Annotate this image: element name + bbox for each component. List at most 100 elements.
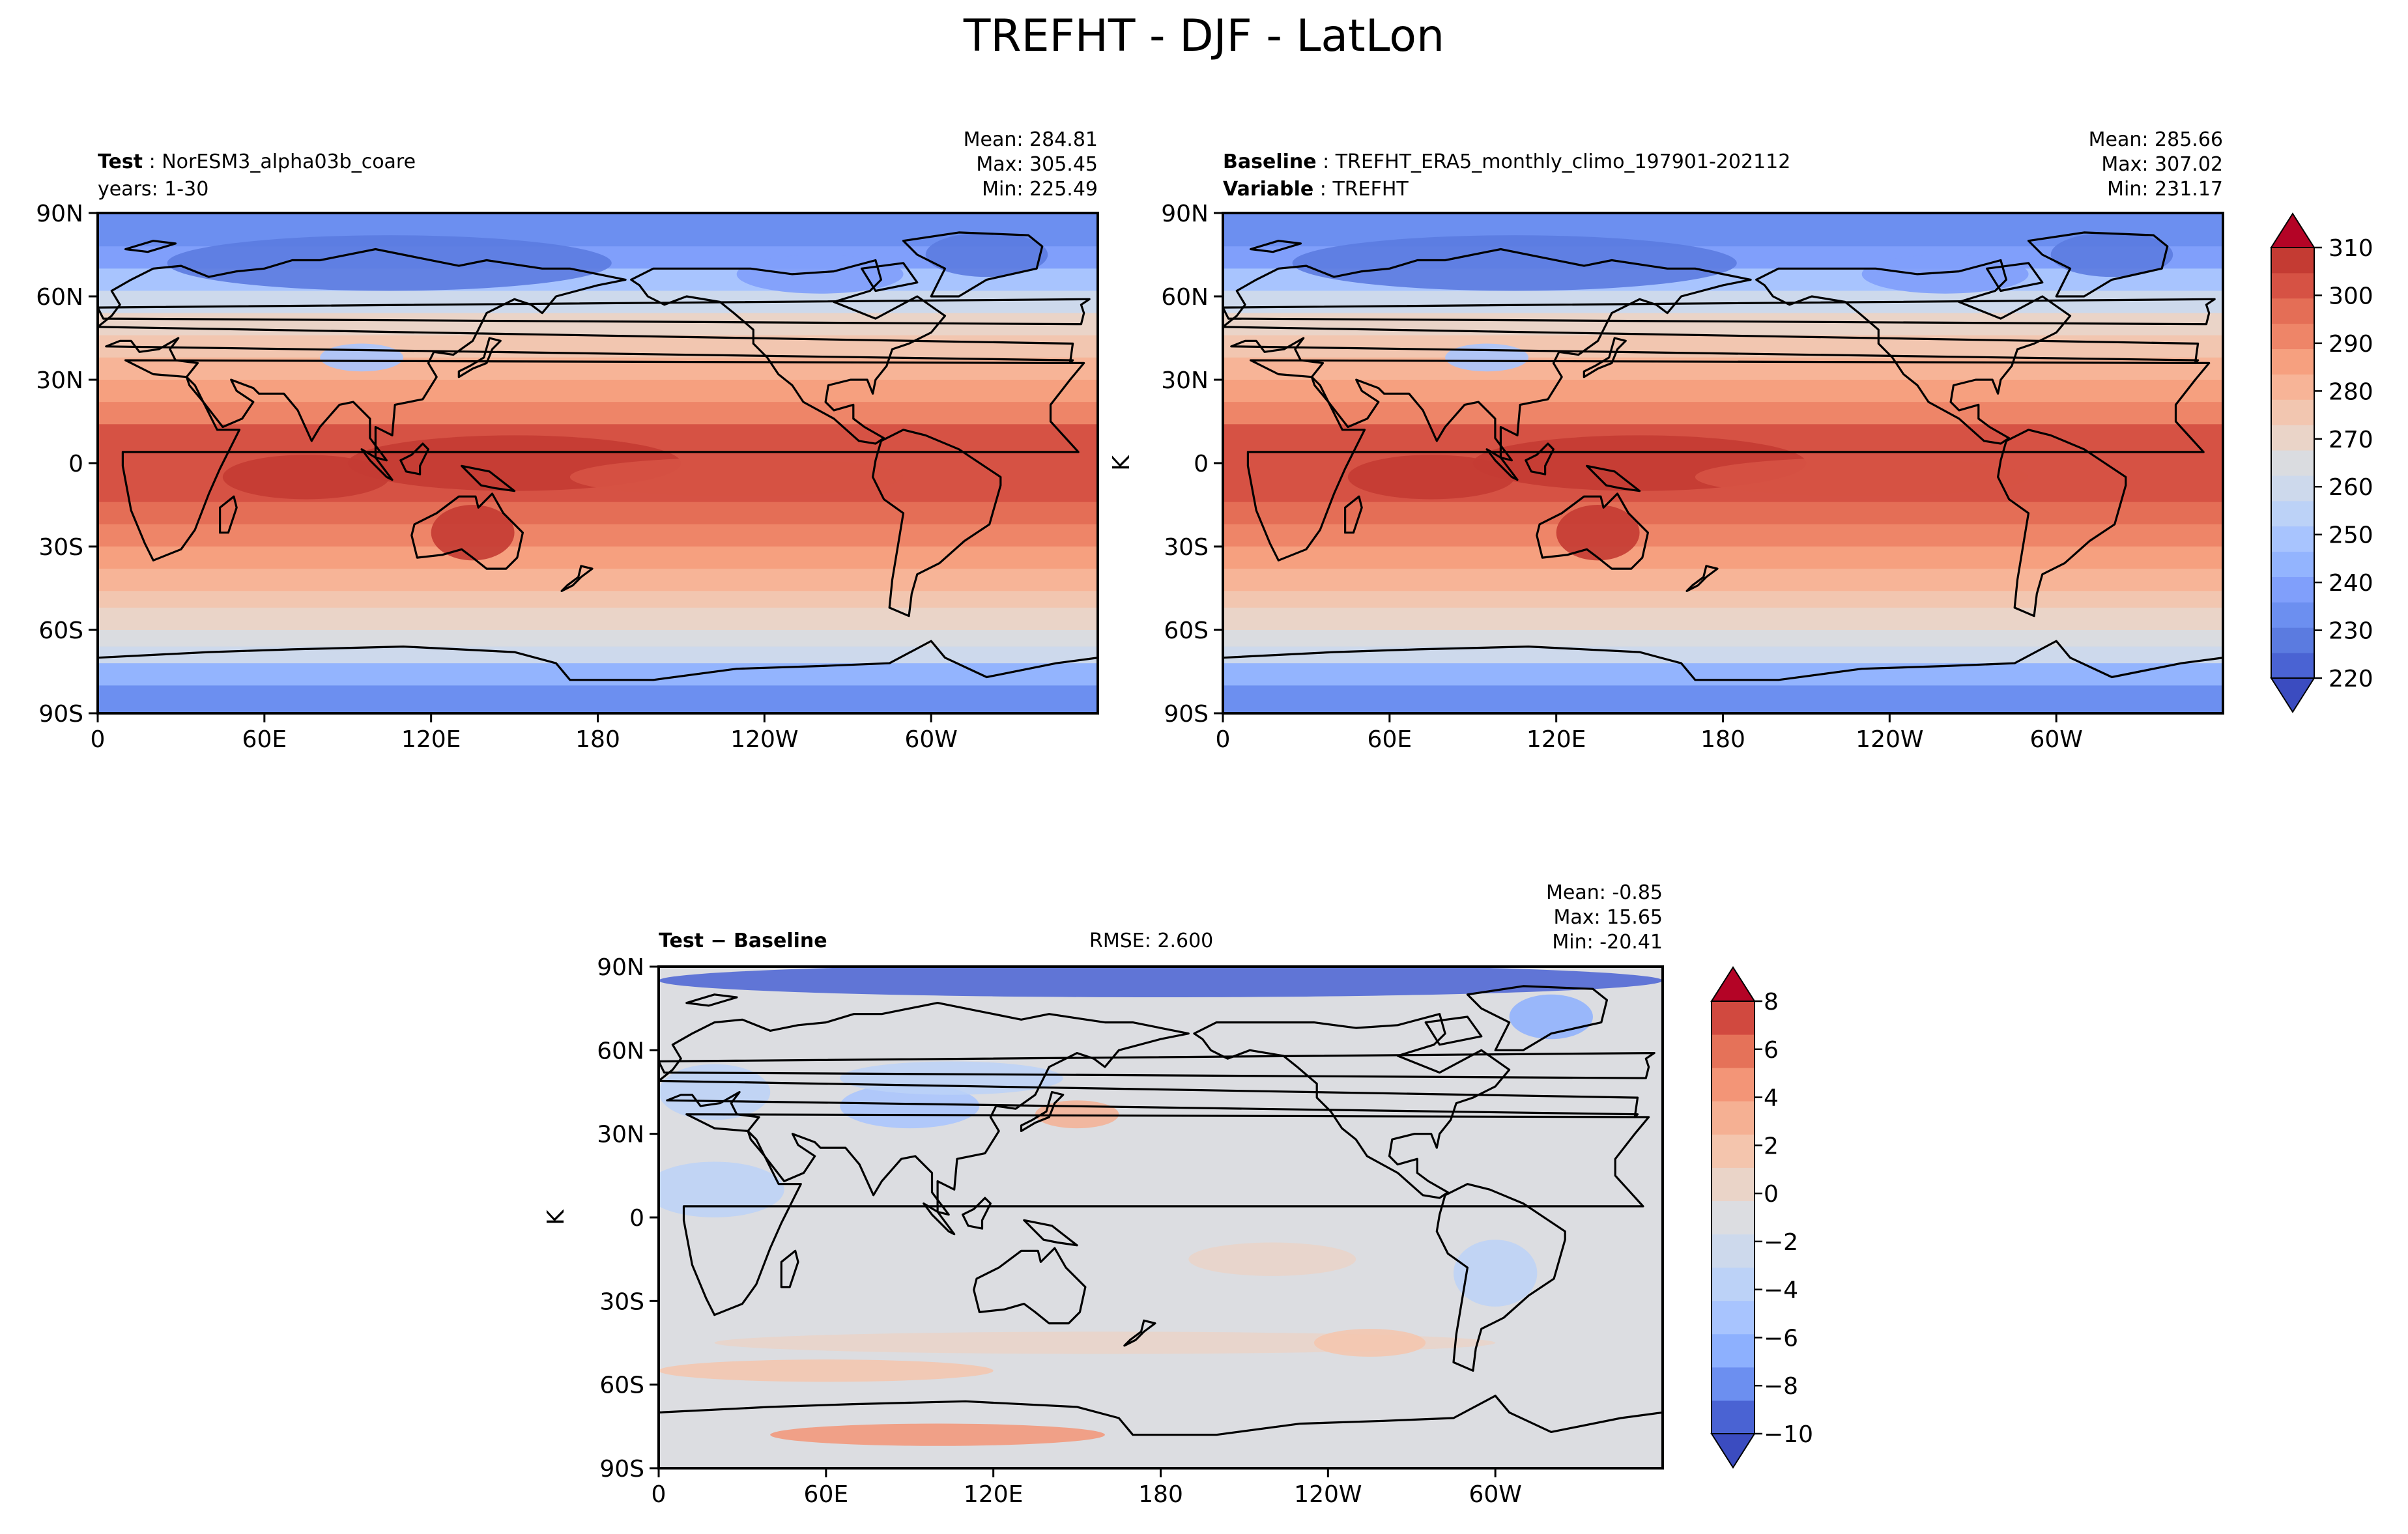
colorbar-segment <box>1712 1001 1755 1035</box>
baseline-label-bold: Baseline <box>1223 150 1317 173</box>
colorbar-max-arrow <box>1710 966 1756 1002</box>
colorbar-difference: 8 6 4 2 0 −2 −4 −6 −8 −10 <box>1710 966 1813 1469</box>
coastline-uk <box>0 1053 650 1079</box>
temperature-region <box>431 505 515 561</box>
temperature-band <box>1223 547 2223 569</box>
test-label-bold: Test <box>98 150 143 173</box>
coastline-samerica <box>1435 1183 1566 1372</box>
colorbar-tick-label: −8 <box>1764 1373 1798 1400</box>
coastline-greenland <box>463 986 603 1050</box>
temperature-region <box>1556 505 1640 561</box>
coastline-newguinea <box>461 464 516 492</box>
coastline-madagascar <box>780 1249 799 1288</box>
x-tick-label: 0 <box>91 726 106 753</box>
colorbar-tick-label: 230 <box>2329 618 2373 645</box>
coastline-nz <box>560 565 594 592</box>
y-tick-label: 90S <box>1164 701 1209 728</box>
colorbar-segment <box>1712 1300 1755 1335</box>
coastline-madagascar <box>219 495 238 534</box>
colorbar-segment <box>1712 1267 1755 1301</box>
temperature-region <box>1695 457 2029 497</box>
temperature-band <box>1223 685 2223 713</box>
y-tick-label: 30N <box>597 1122 644 1148</box>
colorbar-segment <box>1712 1367 1755 1401</box>
test-stat-mean: Mean: 284.81 <box>964 128 1098 151</box>
coastline-svalbard <box>1250 240 1302 253</box>
colorbar-tick-label: 250 <box>2329 522 2373 549</box>
y-tick-label: 30N <box>36 367 83 394</box>
coastline-eurasia <box>0 1003 634 1215</box>
coastline-baffin <box>1986 262 2044 292</box>
coastline-nz <box>1685 565 1719 592</box>
temperature-band <box>1223 524 2223 547</box>
colorbar-segment <box>1712 1333 1755 1368</box>
temperature-band <box>1223 291 2223 314</box>
y-tick-label: 60N <box>1161 284 1209 311</box>
x-tick-label: 120W <box>1294 1481 1362 1508</box>
colorbar-segment <box>2271 500 2314 527</box>
y-tick-label: 0 <box>68 451 83 477</box>
x-tick-label: 120E <box>964 1481 1023 1508</box>
difference-region <box>659 1359 994 1382</box>
x-tick-label: 0 <box>652 1481 666 1508</box>
colorbar-tick-label: −4 <box>1764 1277 1798 1304</box>
panel-baseline: Baseline : TREFHT_ERA5_monthly_climo_197… <box>1108 128 2224 753</box>
y-tick-label: 60N <box>597 1038 644 1064</box>
coastline-africa <box>121 359 1085 561</box>
x-tick-label: 180 <box>1138 1481 1183 1508</box>
temperature-region <box>1861 255 2029 294</box>
difference-region <box>659 1161 784 1217</box>
colorbar-segment <box>2271 576 2314 603</box>
coastline-eurasia <box>0 249 73 461</box>
coastline-nz <box>1123 1319 1156 1347</box>
coastline-baffin <box>422 1017 478 1045</box>
colorbar-tick-label: 310 <box>2329 235 2373 262</box>
coastline-greenland <box>1466 985 1608 1051</box>
difference-region <box>659 967 1663 998</box>
coastline-namerica <box>190 1014 506 1198</box>
diff-stat-max: Max: 15.65 <box>1553 906 1663 929</box>
x-tick-label: 120E <box>1526 726 1586 753</box>
coastline-antarctica <box>1223 640 2223 713</box>
colorbar-tick-label: 4 <box>1764 1085 1779 1112</box>
colorbar-segment <box>1712 1034 1755 1068</box>
temperature-band <box>98 663 1098 686</box>
baseline-label-text: TREFHT_ERA5_monthly_climo_197901-202112 <box>1335 150 1791 173</box>
temperature-band <box>1223 591 2223 608</box>
colorbar-segment <box>2271 298 2314 324</box>
colorbar-segment <box>2271 627 2314 653</box>
difference-region <box>770 1423 1105 1446</box>
temperature-band <box>98 630 1098 647</box>
temperature-band <box>98 607 1098 631</box>
temperature-band <box>98 291 1098 314</box>
colorbar-min-arrow <box>2270 677 2315 713</box>
coastline-baffin <box>1424 1016 1483 1046</box>
x-tick-label: 0 <box>1216 726 1231 753</box>
temperature-band <box>1223 607 2223 631</box>
difference-region <box>1188 1242 1356 1276</box>
colorbar-segment <box>2271 602 2314 628</box>
baseline-unit-label: K <box>1108 455 1135 471</box>
difference-region <box>840 1061 1063 1095</box>
temperature-region <box>320 343 404 372</box>
coastline-namerica <box>1755 259 2072 445</box>
svg-text:Test : NorESM3_alpha03b_coare: Test : NorESM3_alpha03b_coare <box>98 150 416 173</box>
y-tick-label: 30S <box>599 1288 644 1315</box>
colorbar-segment <box>1712 1101 1755 1135</box>
coastline-borneo <box>1525 442 1555 476</box>
coastline-japan <box>1583 337 1627 378</box>
colorbar-tick-label: 240 <box>2329 570 2373 597</box>
colorbar-tick-label: 8 <box>1764 989 1779 1016</box>
coastline-samerica <box>433 1184 561 1371</box>
temperature-region <box>222 455 390 500</box>
temperature-band <box>1223 569 2223 591</box>
temperature-band <box>1223 630 2223 647</box>
coastline-africa <box>1246 359 2211 561</box>
coastline-japan <box>457 337 502 378</box>
baseline-stat-min: Min: 231.17 <box>2107 178 2223 201</box>
temperature-band <box>1223 663 2223 686</box>
coastline-svalbard <box>685 993 738 1007</box>
colorbar-temperature: 310 300 290 280 270 260 250 240 230 220 <box>2270 212 2373 713</box>
coastline-uk <box>1223 298 2216 326</box>
